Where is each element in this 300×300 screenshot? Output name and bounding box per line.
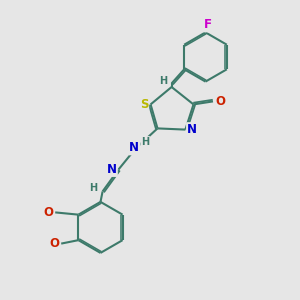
Text: N: N — [107, 163, 117, 176]
Text: H: H — [159, 76, 167, 86]
Text: H: H — [141, 137, 149, 147]
Text: H: H — [89, 183, 97, 193]
Text: F: F — [204, 18, 212, 32]
Text: O: O — [215, 95, 226, 108]
Text: S: S — [140, 98, 148, 111]
Text: N: N — [129, 141, 139, 154]
Text: N: N — [187, 123, 197, 136]
Text: O: O — [50, 237, 60, 250]
Text: O: O — [44, 206, 54, 219]
